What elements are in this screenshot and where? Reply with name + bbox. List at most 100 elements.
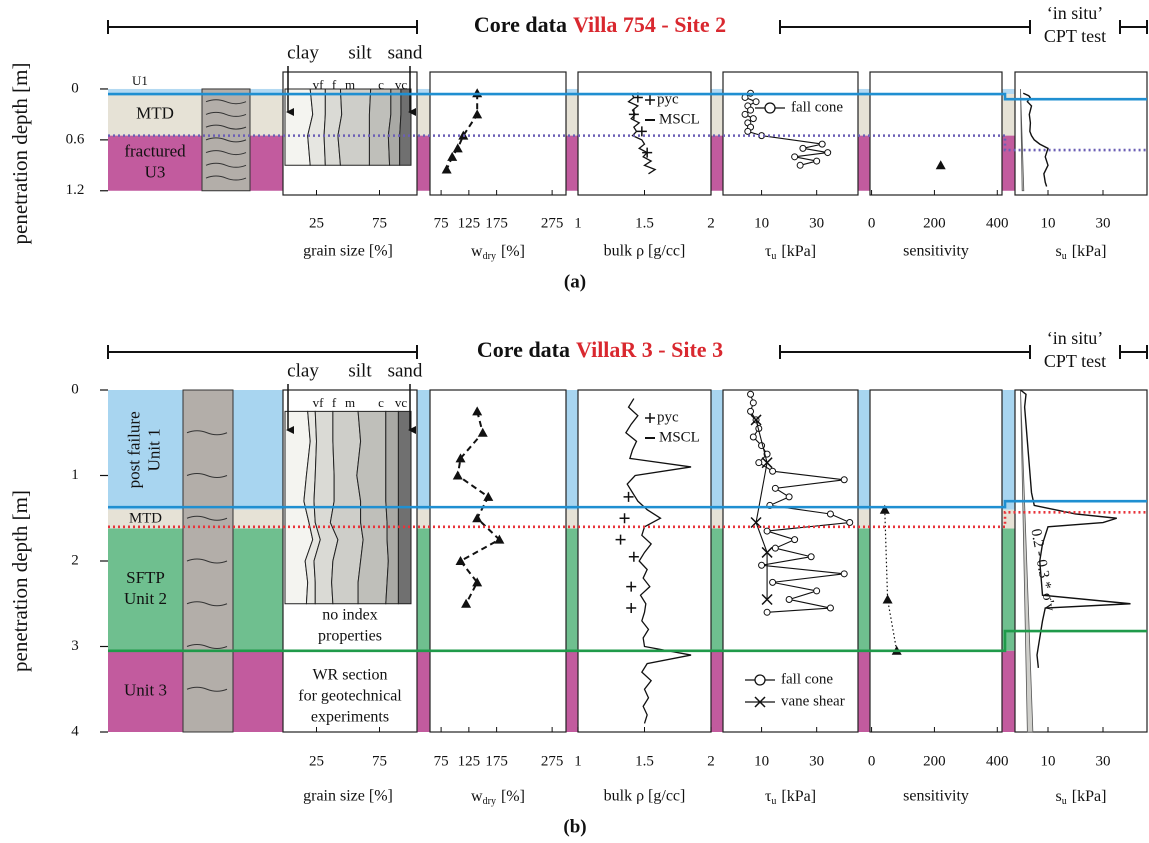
panel-title: Core data VillaR 3 - Site 3 xyxy=(477,337,723,362)
layer-label: post failure xyxy=(124,411,143,488)
core-texture xyxy=(186,686,228,692)
x-axis-label-main: w xyxy=(471,243,483,260)
layer-band xyxy=(858,135,870,191)
grain-group-label: clay xyxy=(287,360,319,381)
grain-class-label: m xyxy=(345,77,355,92)
core-texture xyxy=(186,473,228,478)
x-axis-label-sub: u xyxy=(771,251,776,262)
trend-band xyxy=(1020,88,1025,192)
cpt-label: ‘in situ’ xyxy=(1047,328,1104,348)
pyc-point xyxy=(615,534,626,545)
x-tick-label: 275 xyxy=(541,215,564,231)
core-texture xyxy=(186,515,228,521)
x-tick-label: 10 xyxy=(754,215,769,231)
layer-label: SFTP xyxy=(126,568,165,587)
fall-cone-point xyxy=(744,127,752,135)
layer-band xyxy=(1002,509,1015,529)
w-dry-point xyxy=(472,406,483,416)
layer-band xyxy=(108,94,283,136)
legend-label: MSCL xyxy=(659,111,700,127)
grain-band xyxy=(337,88,372,166)
cpt-label: ‘in situ’ xyxy=(1047,3,1104,23)
layer-label: Unit 3 xyxy=(124,680,167,699)
y-tick-label: 1.2 xyxy=(66,182,85,198)
grain-band xyxy=(284,88,314,166)
fall-cone-point xyxy=(791,153,799,161)
x-tick-label: 200 xyxy=(923,215,946,231)
x-tick-label: 10 xyxy=(1041,753,1056,769)
trend-band xyxy=(1020,389,1034,733)
layer-band xyxy=(858,390,870,510)
core-texture xyxy=(205,111,247,117)
cpt-label: CPT test xyxy=(1044,351,1106,371)
column-frame xyxy=(722,71,859,196)
pyc-point xyxy=(636,126,647,137)
y-tick-label: 0 xyxy=(71,381,79,397)
layer-band xyxy=(1002,88,1015,95)
core-texture xyxy=(205,162,247,168)
grain-class-label: c xyxy=(378,395,384,410)
sensitivity-line xyxy=(884,509,898,651)
layer-label: fractured xyxy=(124,142,186,161)
layer-band xyxy=(417,650,430,732)
layer-band xyxy=(1002,528,1015,651)
grain-group-label: silt xyxy=(348,360,372,381)
grain-note: experiments xyxy=(311,709,389,726)
grain-class-label: vc xyxy=(395,77,408,92)
x-tick-label: 1.5 xyxy=(635,215,654,231)
x-tick-label: 0 xyxy=(868,215,876,231)
fall-cone-point xyxy=(741,110,749,118)
legend-symbol xyxy=(645,413,655,423)
layer-band xyxy=(711,135,723,191)
vane-shear-point xyxy=(761,457,773,469)
legend-label: MSCL xyxy=(659,429,700,445)
x-axis-label: sensitivity xyxy=(903,788,969,805)
layer-label: U3 xyxy=(145,163,166,182)
x-tick-label: 25 xyxy=(309,215,324,231)
layer-band xyxy=(566,88,578,95)
x-tick-label: 30 xyxy=(809,215,824,231)
column-frame xyxy=(429,389,567,733)
layer-band xyxy=(1002,94,1015,136)
x-axis-label: wdry [%] xyxy=(471,243,525,263)
core-texture xyxy=(186,430,228,436)
legend-label: fall cone xyxy=(781,671,833,687)
vane-shear-point xyxy=(761,593,773,606)
fall-cone-point xyxy=(771,484,779,492)
layer-band xyxy=(417,135,430,191)
core-texture xyxy=(186,644,228,649)
fall-cone-point xyxy=(749,115,757,123)
x-tick-label: 10 xyxy=(1041,215,1056,231)
sensitivity-point xyxy=(879,504,890,514)
x-axis-label: τu [kPa] xyxy=(765,788,816,808)
x-axis-label: grain size [%] xyxy=(303,243,393,260)
y-tick-label: 3 xyxy=(71,638,79,654)
fall-cone-point xyxy=(769,578,777,586)
x-tick-label: 1 xyxy=(574,215,582,231)
w-dry-point xyxy=(452,143,463,153)
w-dry-point xyxy=(461,598,472,608)
fall-cone-point xyxy=(824,149,832,157)
x-tick-label: 10 xyxy=(754,753,769,769)
layer-boundary xyxy=(108,499,1147,509)
fall-cone-point xyxy=(769,467,777,475)
w-dry-point xyxy=(483,491,494,501)
column-frame xyxy=(869,71,1003,196)
site-name: Villa 754 - Site 2 xyxy=(573,12,726,37)
pyc-point xyxy=(626,603,637,614)
layer-band xyxy=(1002,650,1015,732)
x-axis-label: su [kPa] xyxy=(1056,243,1107,263)
layer-band xyxy=(566,528,578,651)
layer-band xyxy=(417,390,430,510)
column-frame xyxy=(577,71,712,196)
layer-band xyxy=(711,88,723,95)
core-texture xyxy=(186,558,228,564)
layer-band xyxy=(417,94,430,136)
x-axis-label-main: τ xyxy=(765,788,772,805)
x-tick-label: 2 xyxy=(707,215,715,231)
layer-band xyxy=(711,650,723,732)
grain-note: no index xyxy=(322,607,378,624)
x-axis-label-unit: [kPa] xyxy=(1072,788,1107,805)
core-texture xyxy=(205,150,247,156)
